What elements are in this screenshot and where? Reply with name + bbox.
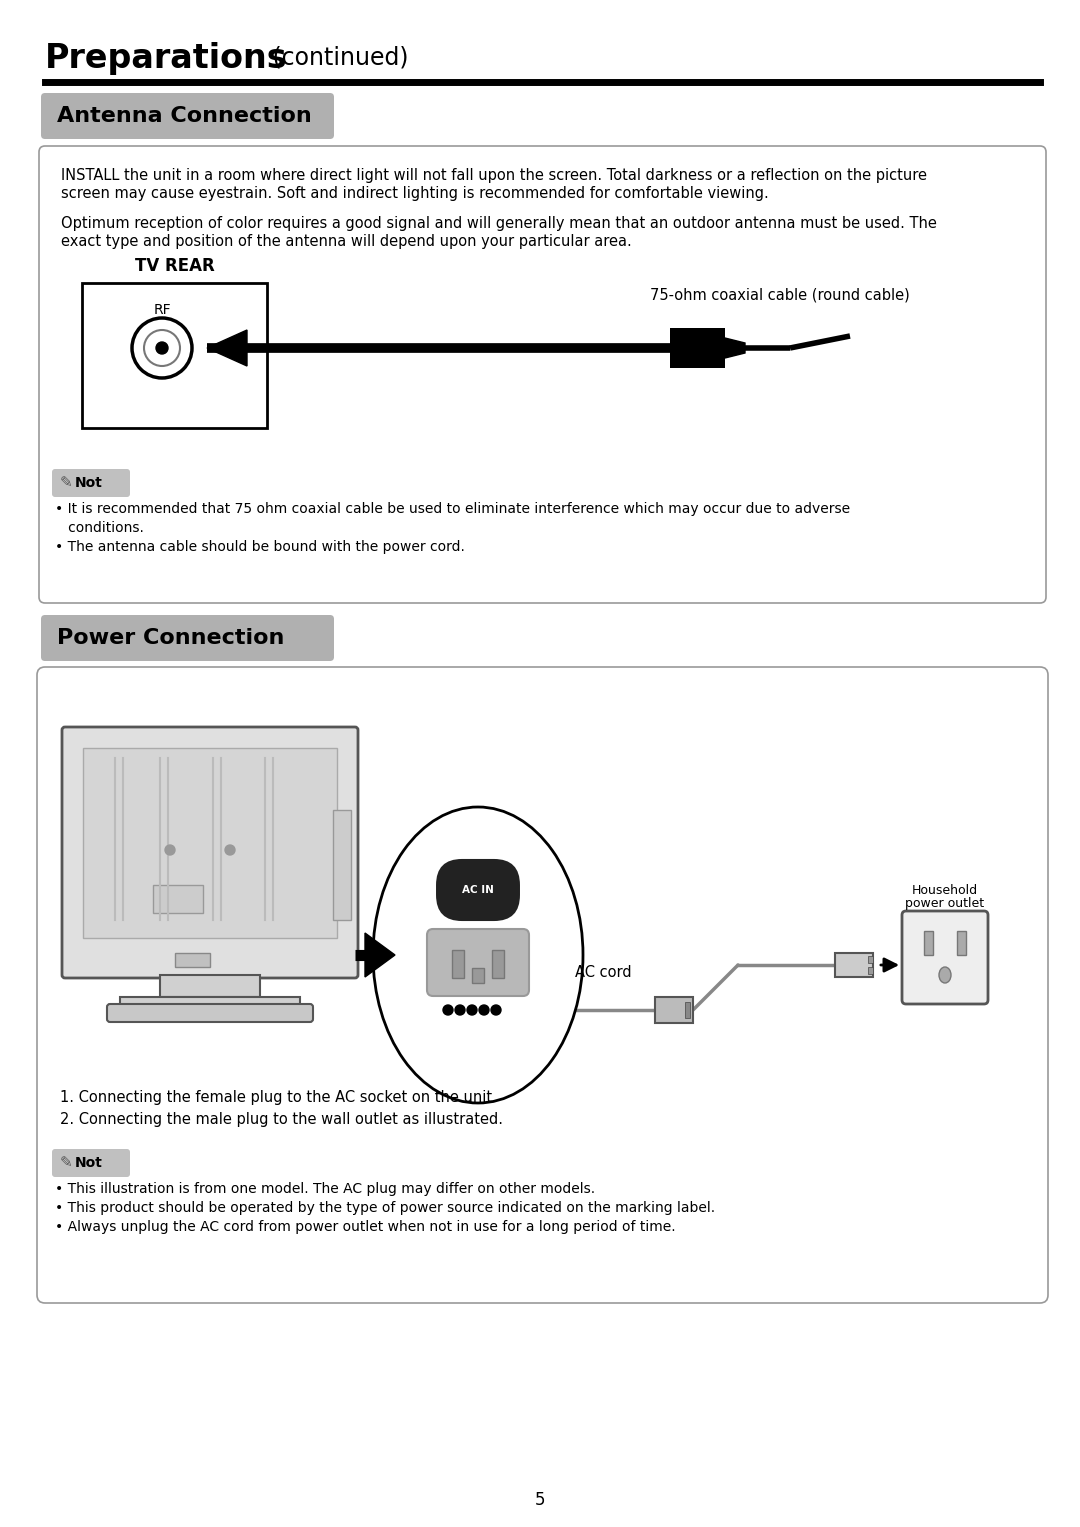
Text: 2. Connecting the male plug to the wall outlet as illustrated.: 2. Connecting the male plug to the wall …: [60, 1112, 503, 1127]
Text: INSTALL the unit in a room where direct light will not fall upon the screen. Tot: INSTALL the unit in a room where direct …: [60, 168, 927, 183]
Bar: [654, 997, 693, 1023]
Text: conditions.: conditions.: [55, 521, 144, 534]
FancyBboxPatch shape: [902, 912, 988, 1003]
Circle shape: [165, 844, 175, 855]
Text: Household: Household: [912, 884, 978, 896]
Text: ✎: ✎: [60, 1156, 72, 1171]
Circle shape: [443, 1005, 453, 1015]
Bar: [333, 809, 351, 919]
Text: Antenna Connection: Antenna Connection: [57, 105, 312, 127]
Circle shape: [144, 330, 180, 366]
Text: AC cord: AC cord: [575, 965, 632, 980]
Bar: [957, 931, 966, 954]
Bar: [160, 976, 260, 997]
Text: Power Connection: Power Connection: [57, 628, 284, 647]
Text: • The antenna cable should be bound with the power cord.: • The antenna cable should be bound with…: [55, 541, 464, 554]
FancyBboxPatch shape: [41, 93, 334, 139]
FancyBboxPatch shape: [52, 469, 130, 496]
Text: power outlet: power outlet: [905, 896, 985, 910]
Text: TV REAR: TV REAR: [135, 257, 215, 275]
Polygon shape: [725, 337, 745, 357]
FancyBboxPatch shape: [427, 928, 529, 996]
Bar: [82, 282, 267, 428]
Circle shape: [467, 1005, 477, 1015]
Text: • This product should be operated by the type of power source indicated on the m: • This product should be operated by the…: [55, 1202, 715, 1215]
Text: 1. Connecting the female plug to the AC socket on the unit.: 1. Connecting the female plug to the AC …: [60, 1090, 497, 1106]
Text: ✎: ✎: [60, 475, 72, 490]
Bar: [924, 931, 933, 954]
Text: RF: RF: [153, 302, 171, 318]
Bar: [835, 953, 873, 977]
Text: (continued): (continued): [265, 44, 408, 69]
FancyBboxPatch shape: [107, 1003, 313, 1022]
Bar: [83, 748, 337, 938]
Bar: [868, 956, 873, 964]
Circle shape: [491, 1005, 501, 1015]
Text: Optimum reception of color requires a good signal and will generally mean that a: Optimum reception of color requires a go…: [60, 215, 936, 231]
FancyBboxPatch shape: [52, 1148, 130, 1177]
Text: Preparations: Preparations: [45, 43, 287, 75]
Text: Not: Not: [75, 476, 103, 490]
Circle shape: [480, 1005, 489, 1015]
FancyBboxPatch shape: [37, 667, 1048, 1303]
Text: exact type and position of the antenna will depend upon your particular area.: exact type and position of the antenna w…: [60, 234, 632, 249]
Bar: [868, 967, 873, 974]
Bar: [175, 953, 210, 967]
Circle shape: [132, 318, 192, 379]
Bar: [153, 886, 203, 913]
Polygon shape: [365, 933, 395, 977]
Text: screen may cause eyestrain. Soft and indirect lighting is recommended for comfor: screen may cause eyestrain. Soft and ind…: [60, 186, 769, 202]
Text: • Always unplug the AC cord from power outlet when not in use for a long period : • Always unplug the AC cord from power o…: [55, 1220, 676, 1234]
Text: 5: 5: [535, 1490, 545, 1509]
FancyBboxPatch shape: [39, 147, 1047, 603]
Circle shape: [156, 342, 168, 354]
Circle shape: [225, 844, 235, 855]
FancyBboxPatch shape: [41, 615, 334, 661]
Ellipse shape: [939, 967, 951, 983]
Circle shape: [455, 1005, 465, 1015]
Bar: [670, 328, 725, 368]
Text: • It is recommended that 75 ohm coaxial cable be used to eliminate interference : • It is recommended that 75 ohm coaxial …: [55, 502, 850, 516]
Bar: [120, 997, 300, 1006]
Text: AC IN: AC IN: [462, 886, 494, 895]
FancyBboxPatch shape: [62, 727, 357, 977]
Text: 75-ohm coaxial cable (round cable): 75-ohm coaxial cable (round cable): [650, 289, 909, 302]
Bar: [492, 950, 504, 977]
Polygon shape: [207, 330, 247, 366]
Bar: [472, 968, 484, 983]
Bar: [453, 950, 464, 977]
Text: • This illustration is from one model. The AC plug may differ on other models.: • This illustration is from one model. T…: [55, 1182, 595, 1196]
Ellipse shape: [373, 806, 583, 1102]
Bar: [685, 1002, 690, 1019]
Text: Not: Not: [75, 1156, 103, 1170]
